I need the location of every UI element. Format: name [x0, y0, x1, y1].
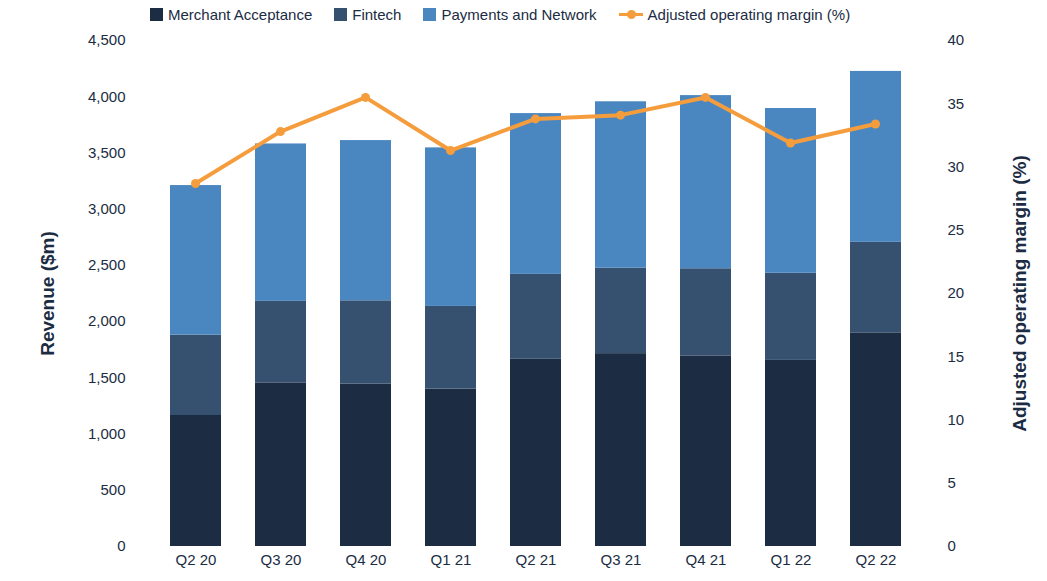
svg-text:5: 5 — [948, 474, 956, 491]
svg-text:0: 0 — [117, 537, 125, 554]
svg-text:10: 10 — [948, 411, 965, 428]
svg-text:Q1 21: Q1 21 — [431, 551, 472, 568]
svg-text:Q2 21: Q2 21 — [516, 551, 557, 568]
svg-text:Q4 21: Q4 21 — [686, 551, 727, 568]
svg-text:3,500: 3,500 — [88, 144, 126, 161]
svg-text:35: 35 — [948, 95, 965, 112]
svg-text:Q2 20: Q2 20 — [176, 551, 217, 568]
svg-text:1,000: 1,000 — [88, 425, 126, 442]
svg-text:25: 25 — [948, 221, 965, 238]
svg-text:20: 20 — [948, 284, 965, 301]
html-text:Adjusted operating margin (%): Adjusted operating margin (%) — [647, 5, 851, 23]
svg-text:500: 500 — [100, 481, 125, 498]
svg-text:40: 40 — [948, 31, 965, 48]
svg-text:15: 15 — [948, 348, 965, 365]
svg-text:0: 0 — [948, 537, 956, 554]
svg-text:Q1 22: Q1 22 — [771, 551, 812, 568]
svg-text:2,500: 2,500 — [88, 256, 126, 273]
svg-text:Q3 21: Q3 21 — [601, 551, 642, 568]
svg-text:Q2 22: Q2 22 — [856, 551, 897, 568]
svg-text:1,500: 1,500 — [88, 369, 126, 386]
svg-text:4,000: 4,000 — [88, 88, 126, 105]
svg-text:Adjusted operating margin (%): Adjusted operating margin (%) — [1009, 155, 1030, 432]
svg-text:2,000: 2,000 — [88, 312, 126, 329]
svg-text:4,500: 4,500 — [88, 31, 126, 48]
svg-text:Q4 20: Q4 20 — [346, 551, 387, 568]
html-text:Payments and Network: Payments and Network — [441, 5, 597, 23]
html-text:Merchant Acceptance: Merchant Acceptance — [168, 5, 313, 23]
html-text:Fintech: Fintech — [352, 5, 402, 23]
svg-text:30: 30 — [948, 158, 965, 175]
svg-text:3,000: 3,000 — [88, 200, 126, 217]
svg-text:Revenue ($m): Revenue ($m) — [37, 231, 58, 356]
svg-text:Q3 20: Q3 20 — [261, 551, 302, 568]
